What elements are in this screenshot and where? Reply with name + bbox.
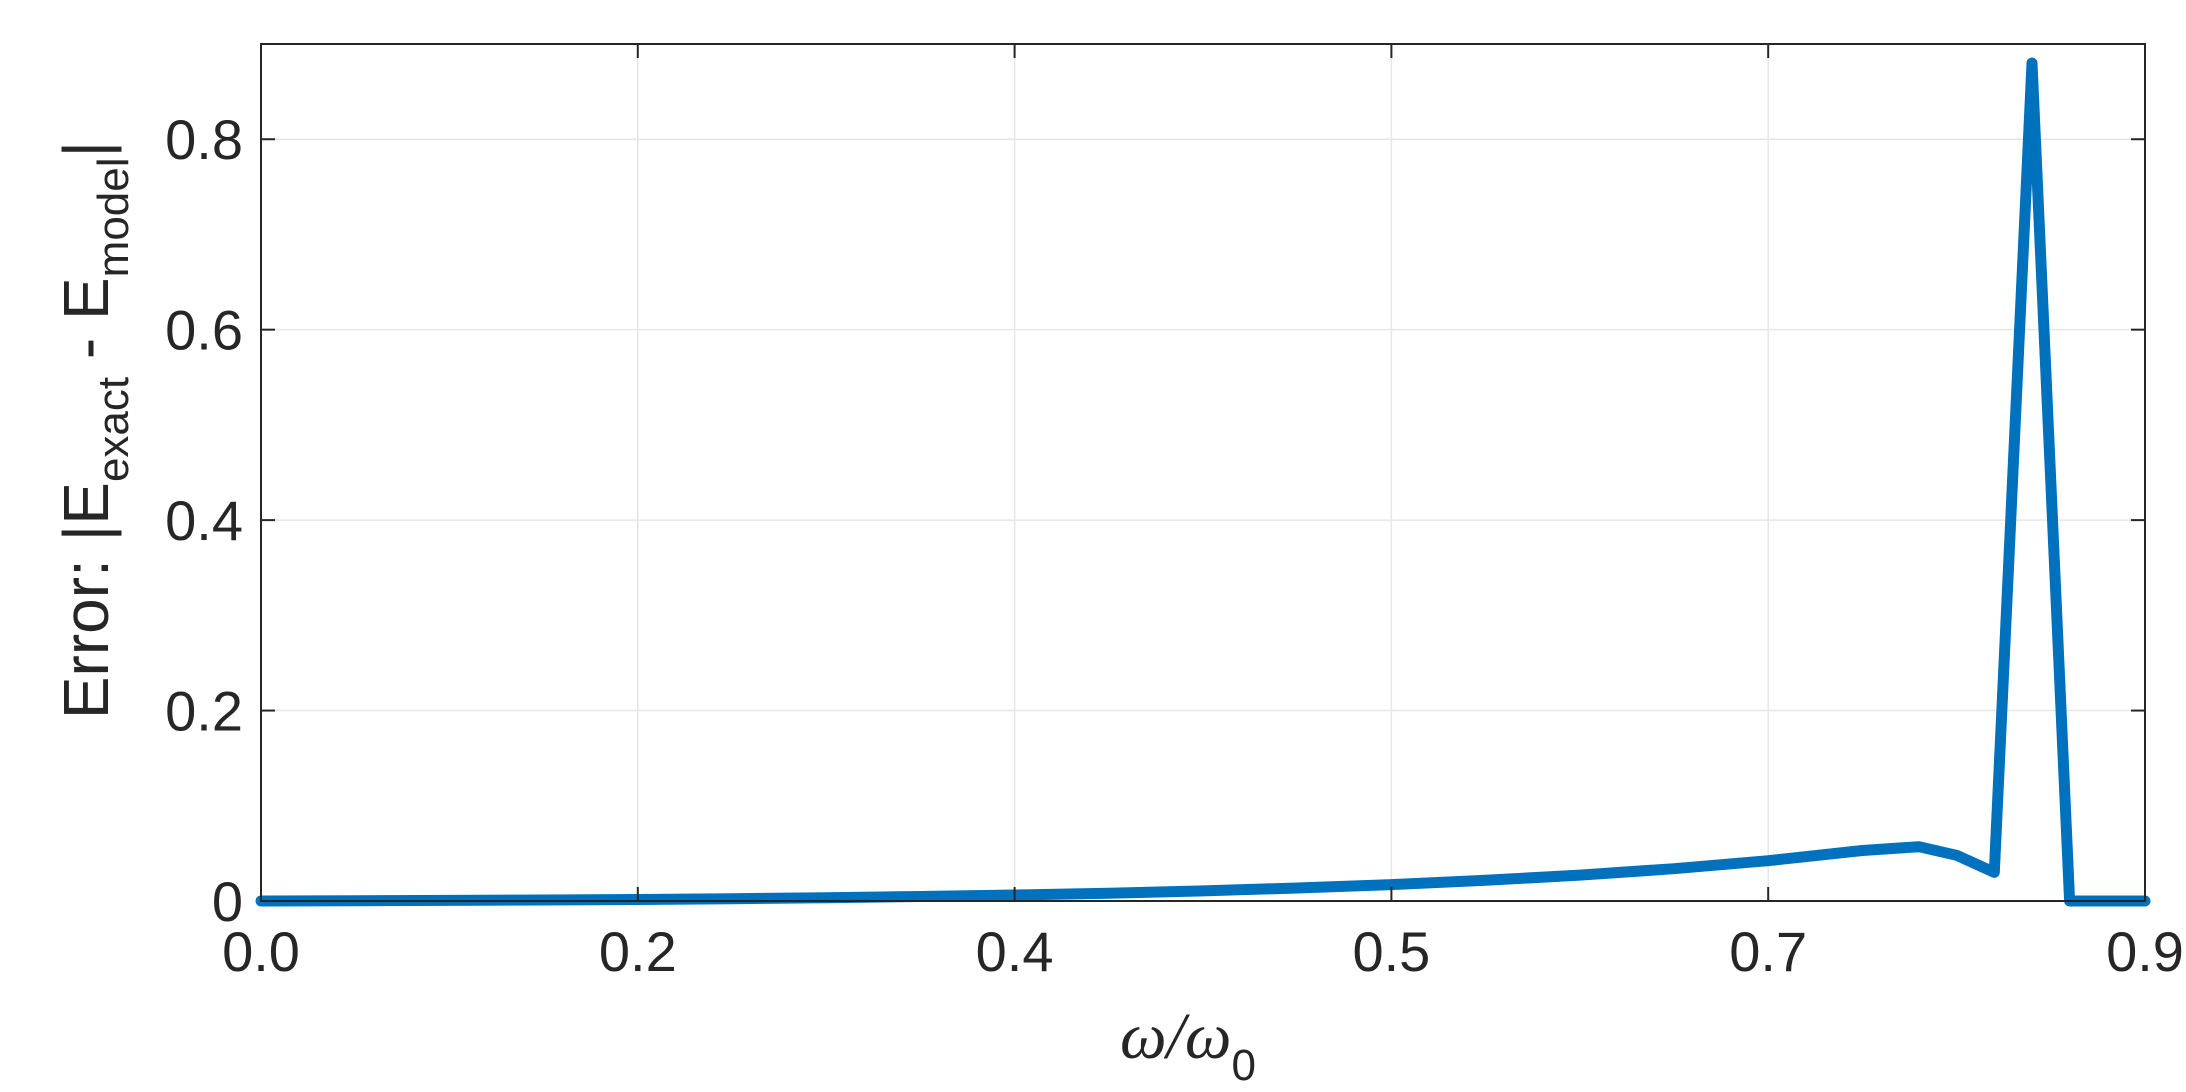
tick-marks [260, 44, 2146, 902]
y-tick-label: 0.4 [165, 489, 243, 552]
y-axis-label: Error: |Eexact - Emodel| [50, 141, 138, 719]
x-axis-label: ω/ω0 [1120, 1000, 1256, 1090]
x-tick-label: 0.9 [2106, 920, 2184, 983]
y-tick-label: 0.2 [165, 680, 243, 743]
x-tick-label: 0.0 [222, 920, 300, 983]
y-tick-label: 0.8 [165, 108, 243, 171]
y-tick-label: 0.6 [165, 299, 243, 362]
x-tick-label: 0.4 [976, 920, 1054, 983]
x-tick-labels: 0.0 0.2 0.4 0.5 0.7 0.9 [222, 920, 2184, 983]
x-tick-label: 0.7 [1729, 920, 1807, 983]
axes-box [260, 43, 2146, 902]
y-tick-label: 0 [212, 870, 243, 933]
y-tick-labels: 0 0.2 0.4 0.6 0.8 [165, 108, 243, 933]
x-tick-label: 0.5 [1352, 920, 1430, 983]
x-tick-label: 0.2 [599, 920, 677, 983]
